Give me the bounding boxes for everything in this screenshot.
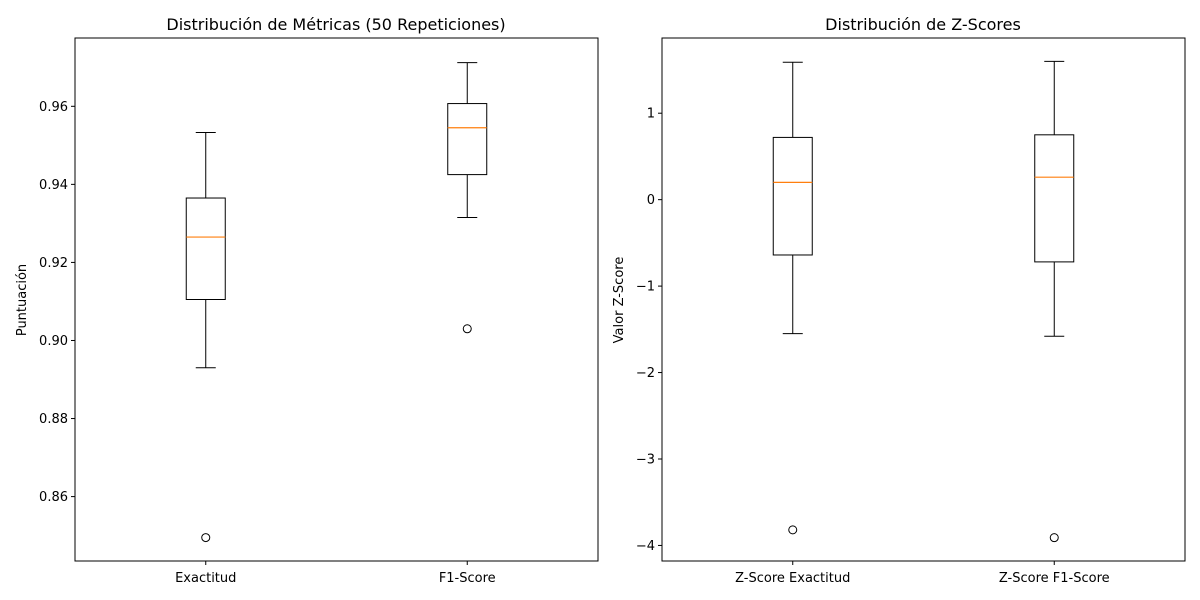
- box-iqr: [772, 136, 813, 256]
- plot-frame: [74, 37, 599, 562]
- y-axis-label: Valor Z-Score: [612, 257, 627, 344]
- chart-title: Distribución de Métricas (50 Repeticione…: [166, 15, 505, 34]
- x-tick-label: Exactitud: [175, 571, 236, 586]
- x-tick-label: Z-Score Exactitud: [735, 571, 850, 586]
- zscore-boxplot-panel: Distribución de Z-Scores Valor Z-Score −…: [612, 15, 1186, 586]
- box-iqr: [185, 197, 226, 300]
- y-tick-label: 0.92: [39, 256, 68, 271]
- outlier-point: [462, 324, 472, 334]
- y-tick-label: 0.94: [39, 178, 68, 193]
- y-tick-label: −4: [636, 539, 655, 554]
- y-tick-label: 0.90: [39, 334, 68, 349]
- y-tick-label: −2: [636, 366, 655, 381]
- plot-marks: 0.86 0.88 0.90 0.92 0.94 0.96 Exactitud F1-Scor…: [39, 62, 496, 586]
- y-tick-label: −1: [636, 280, 655, 295]
- y-tick-label: 0.96: [39, 100, 68, 115]
- y-tick-label: 0: [647, 193, 655, 208]
- y-tick-label: 0.88: [39, 412, 68, 427]
- outlier-point: [201, 533, 211, 543]
- plot-marks: −4 −3 −2 −1 0 1 Z-Score Exactitud Z-Score F1-Sc…: [636, 60, 1110, 586]
- y-tick-label: 0.86: [39, 490, 68, 505]
- box-iqr: [447, 103, 488, 176]
- outlier-point: [788, 525, 798, 535]
- plot-frame: [661, 37, 1186, 562]
- metrics-boxplot-panel: Distribución de Métricas (50 Repeticione…: [15, 15, 599, 586]
- x-tick-label: F1-Score: [439, 571, 496, 586]
- x-tick-label: Z-Score F1-Score: [999, 571, 1110, 586]
- y-axis-label: Puntuación: [15, 264, 30, 336]
- y-tick-label: −3: [636, 452, 655, 467]
- outlier-point: [1049, 533, 1059, 543]
- chart-title: Distribución de Z-Scores: [825, 15, 1021, 34]
- y-tick-label: 1: [647, 107, 655, 122]
- box-iqr: [1034, 134, 1075, 263]
